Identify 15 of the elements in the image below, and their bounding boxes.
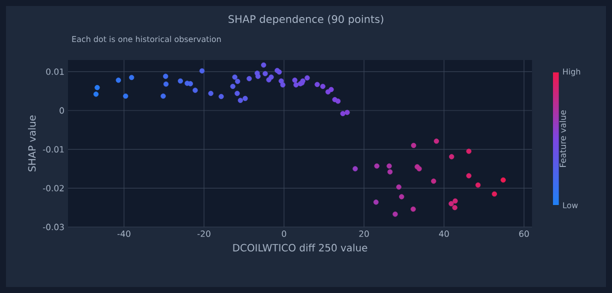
y-tick-label: 0 xyxy=(60,107,64,114)
x-axis-title: DCOILWTICO diff 250 value xyxy=(233,244,368,252)
y-tick-label: -0.02 xyxy=(42,184,64,192)
color-bar-title: Feature value xyxy=(559,110,566,167)
x-tick-label: -40 xyxy=(118,230,130,237)
x-tick-label: 60 xyxy=(519,230,529,237)
x-tick-label: 20 xyxy=(359,230,369,237)
y-tick-label: -0.03 xyxy=(42,224,64,230)
y-tick-label: 0.01 xyxy=(46,68,64,75)
y-axis-title: SHAP value xyxy=(28,116,36,172)
x-tick-label: 0 xyxy=(282,230,286,237)
x-tick-label: 40 xyxy=(439,230,449,237)
x-tick-label: -20 xyxy=(198,230,210,237)
chart-title: SHAP dependence (90 points) xyxy=(228,14,384,26)
y-tick-label: -0.01 xyxy=(42,146,64,153)
